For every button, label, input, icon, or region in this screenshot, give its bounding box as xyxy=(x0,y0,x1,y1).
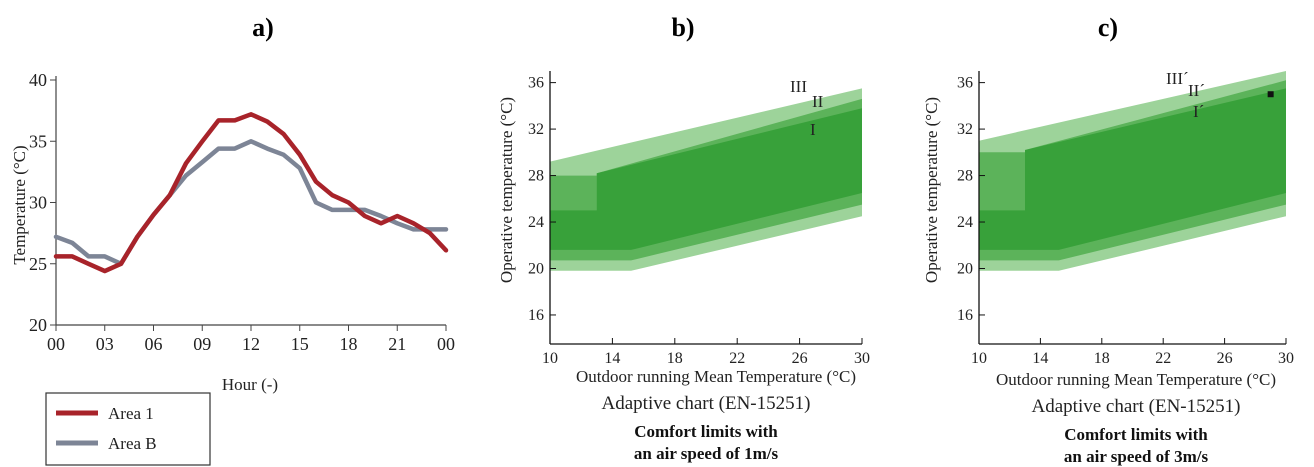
x-tick-label-a: 00 xyxy=(437,334,455,354)
y-tick-label-a: 40 xyxy=(29,70,47,90)
y-axis-label-b: Operative temperature (°C) xyxy=(497,97,516,283)
axes-c: 16 20 24 28 32 36 10 14 18 22 26 30 xyxy=(957,71,1294,367)
comfort-band-b-3 xyxy=(550,108,862,250)
data-marker-c xyxy=(1267,91,1274,98)
x-tick-label-c: 18 xyxy=(1094,350,1110,367)
data-point-marker xyxy=(1267,91,1274,98)
x-tick-label-b: 22 xyxy=(729,350,745,367)
x-tick-label-c: 10 xyxy=(971,350,987,367)
caption-c: Adaptive chart (EN-15251) xyxy=(1032,396,1241,417)
x-tick-label-a: 09 xyxy=(193,334,211,354)
legend-label-area-1: Area 1 xyxy=(108,404,154,423)
panel-label-b: b) xyxy=(671,13,694,42)
y-tick-label-b: 24 xyxy=(528,214,544,231)
chart-panel-b: b) 16 20 24 28 32 36 10 14 18 22 26 30 III II I Ope… xyxy=(497,13,870,463)
legend: Area 1 Area B xyxy=(45,392,211,466)
axes-a: 20 25 30 35 40 00 03 06 09 12 15 18 21 00 xyxy=(29,70,455,354)
subtitle-c-line-2: an air speed of 3m/s xyxy=(1064,447,1209,466)
x-axis-label-b: Outdoor running Mean Temperature (°C) xyxy=(576,367,856,386)
category-label-c-iii: III´ xyxy=(1166,69,1189,88)
y-tick-label-a: 25 xyxy=(29,254,47,274)
x-tick-label-c: 30 xyxy=(1278,350,1294,367)
x-tick-label-a: 18 xyxy=(340,334,358,354)
comfort-bands-b xyxy=(550,88,862,271)
x-axis-label-a: Hour (-) xyxy=(222,375,278,394)
subtitle-b-line-1: Comfort limits with xyxy=(634,422,778,441)
y-tick-label-c: 28 xyxy=(957,168,973,185)
y-tick-label-c: 24 xyxy=(957,214,973,231)
category-label-b-iii: III xyxy=(790,77,807,96)
x-tick-label-a: 06 xyxy=(145,334,163,354)
category-label-b-i: I xyxy=(810,120,816,139)
y-tick-label-b: 20 xyxy=(528,260,544,277)
y-tick-label-a: 30 xyxy=(29,193,47,213)
axes-b: 16 20 24 28 32 36 10 14 18 22 26 30 xyxy=(528,71,870,367)
x-axis-label-c: Outdoor running Mean Temperature (°C) xyxy=(996,370,1276,389)
y-tick-label-a: 35 xyxy=(29,131,47,151)
x-tick-label-a: 03 xyxy=(96,334,114,354)
legend-label-area-b: Area B xyxy=(108,434,157,453)
series-group-a xyxy=(53,112,449,274)
y-axis-label-a: Temperature (°C) xyxy=(10,145,29,264)
y-tick-label-c: 20 xyxy=(957,260,973,277)
legend-box xyxy=(45,392,211,466)
subtitle-c-line-1: Comfort limits with xyxy=(1064,425,1208,444)
y-tick-label-c: 36 xyxy=(957,75,973,92)
x-tick-label-b: 18 xyxy=(667,350,683,367)
category-label-c-ii: II´ xyxy=(1188,81,1205,100)
comfort-band-c-3 xyxy=(979,88,1286,250)
series-line-area-1 xyxy=(53,112,449,274)
series-line-area-b xyxy=(53,139,449,267)
y-tick-label-b: 16 xyxy=(528,307,544,324)
y-tick-label-c: 16 xyxy=(957,307,973,324)
x-tick-label-b: 10 xyxy=(542,350,558,367)
x-tick-label-a: 15 xyxy=(291,334,309,354)
comfort-bands-c xyxy=(979,71,1286,271)
y-tick-label-c: 32 xyxy=(957,121,973,138)
panel-label-c: c) xyxy=(1098,13,1118,42)
chart-panel-a: a) Temperature (°C) Hour (-) 20 25 30 35 40 0… xyxy=(10,13,455,466)
x-tick-label-c: 14 xyxy=(1032,350,1048,367)
panel-label-a: a) xyxy=(252,13,274,42)
subtitle-b-line-2: an air speed of 1m/s xyxy=(634,444,779,463)
x-tick-label-b: 26 xyxy=(792,350,808,367)
y-tick-label-a: 20 xyxy=(29,315,47,335)
x-tick-label-a: 12 xyxy=(242,334,260,354)
x-tick-label-c: 26 xyxy=(1217,350,1233,367)
y-tick-label-b: 32 xyxy=(528,121,544,138)
x-tick-label-b: 14 xyxy=(604,350,620,367)
category-label-c-i: I´ xyxy=(1193,102,1204,121)
x-tick-label-a: 00 xyxy=(47,334,65,354)
x-tick-label-a: 21 xyxy=(388,334,406,354)
x-tick-label-b: 30 xyxy=(854,350,870,367)
y-tick-label-b: 28 xyxy=(528,168,544,185)
x-tick-label-c: 22 xyxy=(1155,350,1171,367)
y-axis-label-c: Operative temperature (°C) xyxy=(922,97,941,283)
caption-b: Adaptive chart (EN-15251) xyxy=(602,393,811,414)
y-tick-label-b: 36 xyxy=(528,75,544,92)
category-label-b-ii: II xyxy=(812,92,824,111)
